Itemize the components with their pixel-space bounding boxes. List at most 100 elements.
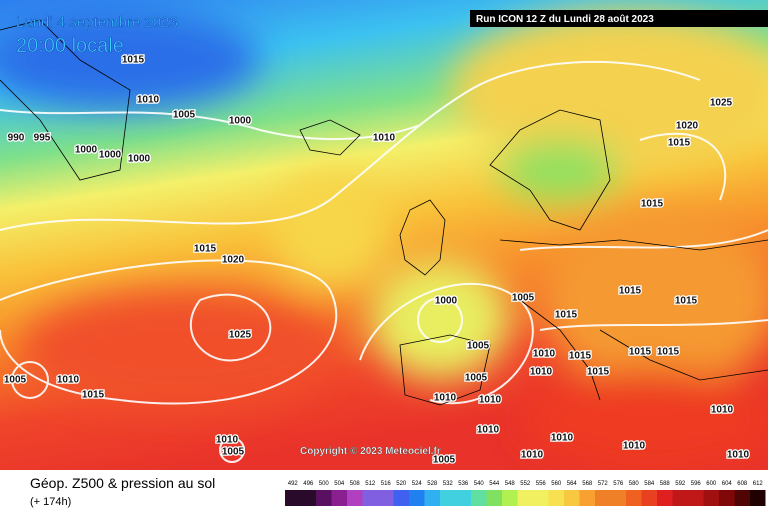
scale-label: 528 bbox=[427, 481, 438, 487]
isobar-label: 1005 bbox=[465, 373, 488, 384]
isobar-label: 1005 bbox=[4, 375, 27, 386]
scale-label: 612 bbox=[753, 481, 764, 487]
isobar-label: 1010 bbox=[533, 349, 556, 360]
scale-label: 600 bbox=[706, 481, 717, 487]
isobar-label: 1000 bbox=[75, 145, 98, 156]
scale-label: 580 bbox=[629, 481, 640, 487]
map-background bbox=[0, 0, 768, 470]
scale-swatch bbox=[610, 490, 626, 506]
footer-lead: (+ 174h) bbox=[30, 496, 71, 508]
forecast-date: Lundi 4 septembre 2023 bbox=[16, 14, 178, 31]
isobar-label: 1015 bbox=[587, 367, 610, 378]
run-info: Run ICON 12 Z du Lundi 28 août 2023 bbox=[476, 14, 654, 25]
scale-swatch bbox=[533, 490, 549, 506]
isobar-label: 1010 bbox=[434, 393, 457, 404]
scale-swatch bbox=[362, 490, 378, 506]
scale-swatch bbox=[626, 490, 642, 506]
scale-swatch bbox=[579, 490, 595, 506]
isobar-label: 1015 bbox=[555, 310, 578, 321]
scale-swatch bbox=[595, 490, 611, 506]
isobar-label: 1015 bbox=[122, 55, 145, 66]
isobar-label: 1005 bbox=[433, 455, 456, 466]
scale-label: 568 bbox=[582, 481, 593, 487]
scale-label: 524 bbox=[412, 481, 423, 487]
scale-swatch bbox=[657, 490, 673, 506]
isobar-label: 1005 bbox=[222, 447, 245, 458]
scale-swatch bbox=[378, 490, 394, 506]
footer-title: Géop. Z500 & pression au sol bbox=[30, 475, 215, 491]
run-banner bbox=[470, 10, 768, 27]
scale-swatch bbox=[564, 490, 580, 506]
scale-label: 604 bbox=[722, 481, 733, 487]
scale-swatch bbox=[455, 490, 471, 506]
isobar-label: 1020 bbox=[222, 255, 245, 266]
scale-label: 492 bbox=[288, 481, 299, 487]
isobar-label: 1000 bbox=[99, 150, 122, 161]
scale-swatch bbox=[750, 490, 766, 506]
scale-swatch bbox=[424, 490, 440, 506]
isobar-label: 1020 bbox=[676, 121, 699, 132]
isobar-label: 1010 bbox=[711, 405, 734, 416]
scale-label: 596 bbox=[691, 481, 702, 487]
isobar-label: 1015 bbox=[641, 199, 664, 210]
isobar-label: 1010 bbox=[137, 95, 160, 106]
isobar-label: 1000 bbox=[229, 116, 252, 127]
isobar-label: 1015 bbox=[629, 347, 652, 358]
scale-swatch bbox=[285, 490, 301, 506]
scale-label: 532 bbox=[443, 481, 454, 487]
isobar-label: 1000 bbox=[128, 154, 151, 165]
scale-label: 508 bbox=[350, 481, 361, 487]
isobar-label: 1015 bbox=[668, 138, 691, 149]
isobar-label: 990 bbox=[8, 133, 25, 144]
scale-swatch bbox=[393, 490, 409, 506]
scale-label: 552 bbox=[520, 481, 531, 487]
isobar-label: 1010 bbox=[479, 395, 502, 406]
scale-label: 572 bbox=[598, 481, 609, 487]
scale-swatch bbox=[502, 490, 518, 506]
isobar-label: 1010 bbox=[477, 425, 500, 436]
scale-label: 608 bbox=[737, 481, 748, 487]
scale-swatch bbox=[486, 490, 502, 506]
color-scale: 492 496 500 504 508 512 516 520 524 528 532 536 540 5… bbox=[285, 481, 766, 506]
scale-swatch bbox=[300, 490, 316, 506]
scale-label: 560 bbox=[551, 481, 562, 487]
scale-label: 584 bbox=[644, 481, 655, 487]
isobar-label: 1025 bbox=[229, 330, 252, 341]
isobar-label: 1015 bbox=[194, 244, 217, 255]
scale-swatch bbox=[734, 490, 750, 506]
scale-swatch bbox=[517, 490, 533, 506]
isobar-label: 1010 bbox=[216, 435, 239, 446]
isobar-label: 1010 bbox=[57, 375, 80, 386]
isobar-label: 1005 bbox=[467, 341, 490, 352]
scale-label: 520 bbox=[396, 481, 407, 487]
isobar-label: 1015 bbox=[675, 296, 698, 307]
isobar-label: 1010 bbox=[623, 441, 646, 452]
scale-label: 540 bbox=[474, 481, 485, 487]
scale-swatch bbox=[688, 490, 704, 506]
isobar-label: 1005 bbox=[173, 110, 196, 121]
scale-swatch bbox=[331, 490, 347, 506]
scale-label: 592 bbox=[675, 481, 686, 487]
scale-swatch bbox=[719, 490, 735, 506]
scale-label: 544 bbox=[489, 481, 500, 487]
isobar-label: 1005 bbox=[512, 293, 535, 304]
scale-swatch bbox=[471, 490, 487, 506]
isobar-label: 1010 bbox=[551, 433, 574, 444]
isobar-label: 1025 bbox=[710, 98, 733, 109]
scale-label: 588 bbox=[660, 481, 671, 487]
scale-swatch bbox=[347, 490, 363, 506]
forecast-time: 20:00 locale bbox=[16, 35, 124, 57]
scale-swatch bbox=[409, 490, 425, 506]
isobar-label: 1015 bbox=[82, 390, 105, 401]
isobar-label: 1015 bbox=[657, 347, 680, 358]
scale-label: 516 bbox=[381, 481, 392, 487]
isobar-label: 1010 bbox=[530, 367, 553, 378]
scale-label: 512 bbox=[365, 481, 376, 487]
isobar-label: 1010 bbox=[727, 450, 750, 461]
scale-swatch bbox=[548, 490, 564, 506]
scale-label: 504 bbox=[334, 481, 345, 487]
scale-label: 576 bbox=[613, 481, 624, 487]
scale-swatch bbox=[703, 490, 719, 506]
